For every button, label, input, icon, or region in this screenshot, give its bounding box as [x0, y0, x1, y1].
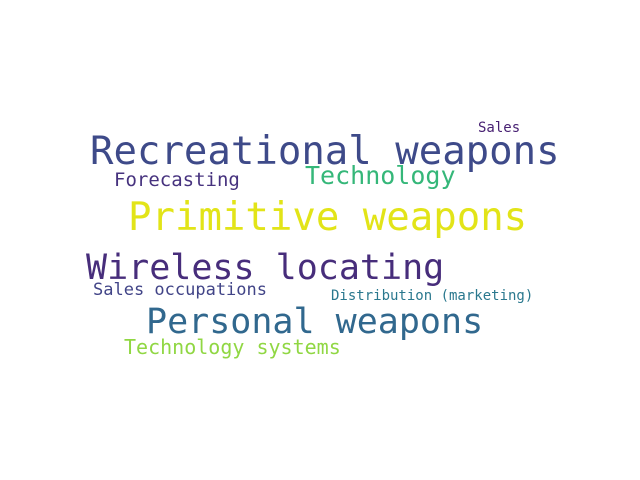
word-technology-systems: Technology systems [124, 335, 341, 359]
word-primitive-weapons: Primitive weapons [128, 195, 528, 240]
word-wireless-locating: Wireless locating [86, 248, 445, 288]
word-personal-weapons: Personal weapons [146, 302, 484, 342]
word-recreational-weapons: Recreational weapons [90, 129, 560, 174]
word-sales-occupations: Sales occupations [93, 280, 267, 300]
word-sales: Sales [478, 120, 521, 136]
word-technology: Technology [305, 161, 456, 190]
word-distribution-marketing: Distribution (marketing) [331, 288, 534, 304]
word-forecasting: Forecasting [114, 169, 240, 191]
